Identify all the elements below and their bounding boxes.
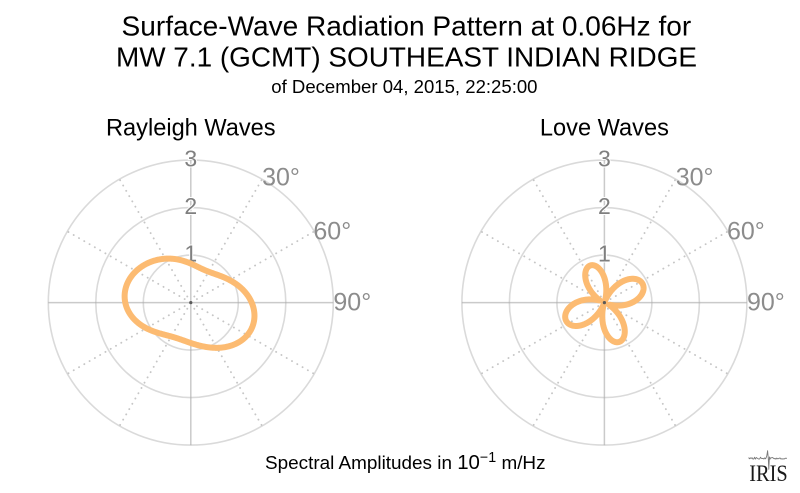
svg-text:2: 2 [598,193,611,219]
svg-text:1: 1 [598,241,611,267]
svg-text:90°: 90° [333,289,371,317]
svg-text:MW 7.1 (GCMT) SOUTHEAST INDIAN: MW 7.1 (GCMT) SOUTHEAST INDIAN RIDGE [116,42,697,73]
svg-text:30°: 30° [262,164,300,192]
svg-text:Surface-Wave Radiation Pattern: Surface-Wave Radiation Pattern at 0.06Hz… [122,11,692,42]
svg-text:90°: 90° [747,289,785,317]
svg-text:60°: 60° [727,218,765,246]
svg-text:of December 04, 2015, 22:25:00: of December 04, 2015, 22:25:00 [271,76,537,97]
svg-text:Spectral Amplitudes in 10−1 m/: Spectral Amplitudes in 10−1 m/Hz [265,450,545,474]
svg-text:3: 3 [598,146,611,172]
svg-text:IRIS: IRIS [749,461,788,487]
svg-text:Love Waves: Love Waves [540,116,669,142]
svg-text:Rayleigh Waves: Rayleigh Waves [106,116,276,142]
svg-text:30°: 30° [676,164,714,192]
svg-text:2: 2 [184,193,197,219]
svg-text:60°: 60° [313,218,351,246]
svg-text:3: 3 [184,146,197,172]
